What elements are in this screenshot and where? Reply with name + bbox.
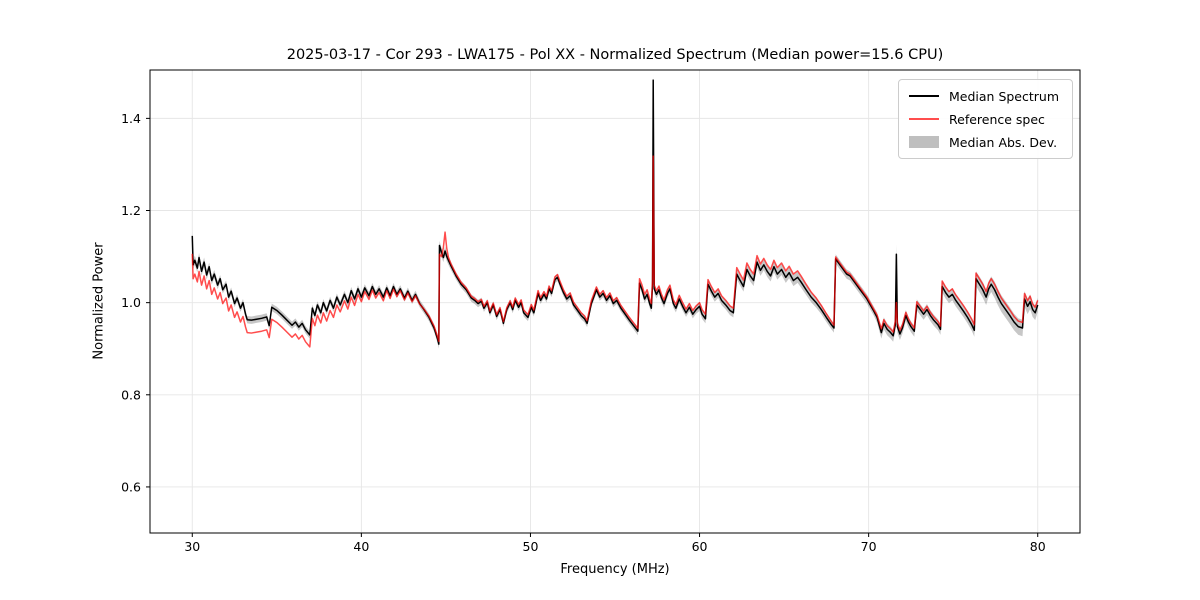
legend-label-median: Median Spectrum bbox=[949, 88, 1060, 104]
chart-title: 2025-03-17 - Cor 293 - LWA175 - Pol XX -… bbox=[286, 47, 944, 63]
y-tick-label: 0.6 bbox=[121, 479, 141, 494]
median-spectrum-line bbox=[191, 79, 1039, 345]
mad-patch-swatch-icon bbox=[909, 136, 939, 148]
x-tick-label: 50 bbox=[523, 539, 539, 554]
x-tick-label: 80 bbox=[1030, 539, 1046, 554]
x-tick-label: 40 bbox=[353, 539, 369, 554]
legend-label-mad: Median Abs. Dev. bbox=[949, 134, 1058, 150]
x-tick-label: 70 bbox=[861, 539, 877, 554]
legend-item-mad: Median Abs. Dev. bbox=[909, 134, 1062, 150]
x-axis-label: Frequency (MHz) bbox=[560, 562, 670, 577]
x-tick-label: 60 bbox=[692, 539, 708, 554]
y-tick-label: 1.2 bbox=[121, 203, 141, 218]
y-tick-label: 1.0 bbox=[121, 295, 141, 310]
y-tick-label: 1.4 bbox=[121, 111, 141, 126]
axes-spines bbox=[149, 69, 1081, 534]
y-tick-label: 0.8 bbox=[121, 387, 141, 402]
reference-spectrum-line bbox=[191, 155, 1039, 348]
reference-line-swatch-icon bbox=[909, 118, 939, 120]
legend-label-reference: Reference spec bbox=[949, 111, 1045, 127]
legend-item-median: Median Spectrum bbox=[909, 88, 1062, 104]
legend: Median Spectrum Reference spec Median Ab… bbox=[898, 79, 1073, 159]
legend-item-reference: Reference spec bbox=[909, 111, 1062, 127]
median-line-swatch-icon bbox=[909, 95, 939, 97]
x-tick-label: 30 bbox=[184, 539, 200, 554]
